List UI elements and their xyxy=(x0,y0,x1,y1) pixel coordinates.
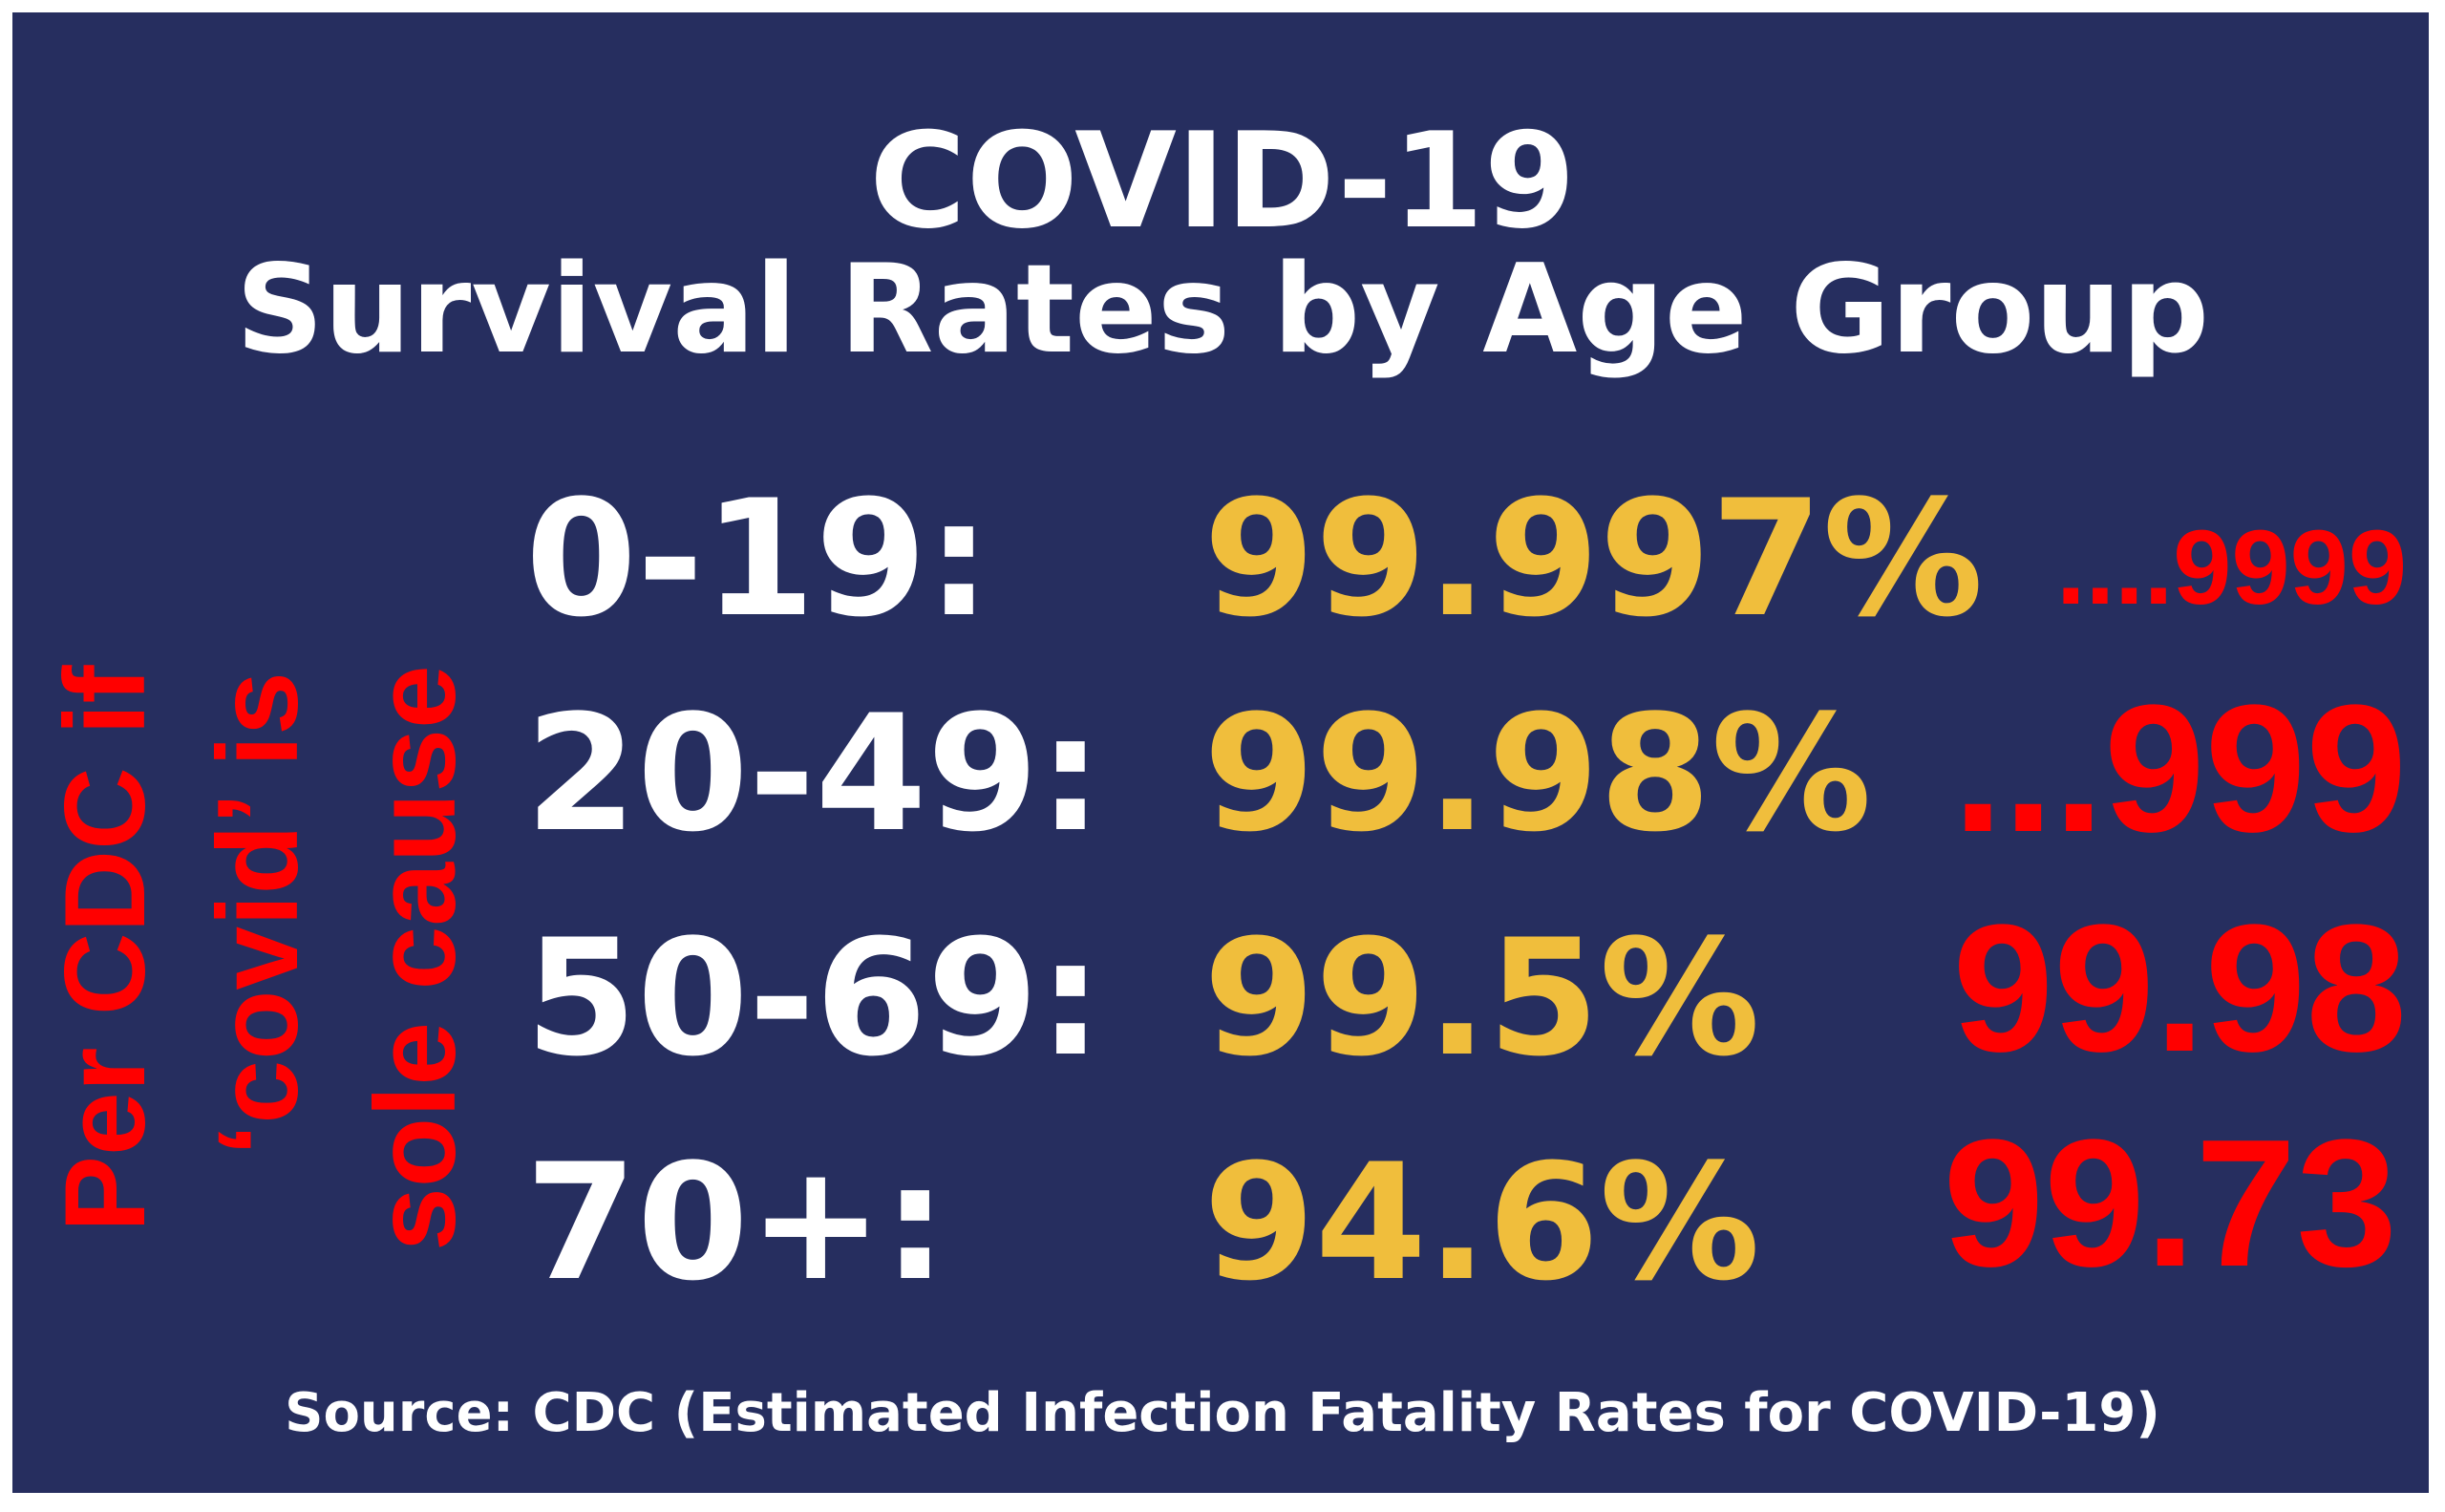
age-row-0-19: 0-19: 99.997% ....9999 xyxy=(0,463,2445,654)
source-caption: Source: CDC (Estimated Infection Fatalit… xyxy=(285,1382,2160,1444)
survival-rate-value: 99.98% xyxy=(1203,680,1872,867)
age-row-70-plus: 70+: 94.6% 99.73 xyxy=(0,1108,2445,1318)
annotation-value: ...999 xyxy=(1952,668,2407,870)
title-line-2: Survival Rates by Age Group xyxy=(235,239,2210,381)
side-annotation-line-2: ‘covid’ is xyxy=(194,671,322,1156)
age-group-label: 0-19: xyxy=(525,465,991,652)
annotation-value: ....9999 xyxy=(2056,509,2407,627)
age-group-label: 50-69: xyxy=(525,905,1103,1092)
age-row-20-49: 20-49: 99.98% ...999 xyxy=(0,673,2445,869)
annotation-value: 99.98 xyxy=(1952,887,2407,1090)
side-annotation-line-3: sole cause xyxy=(351,665,479,1251)
survival-rate-value: 99.997% xyxy=(1203,465,1984,652)
infographic-panel xyxy=(12,12,2429,1493)
age-group-label: 70+: xyxy=(525,1129,947,1316)
survival-rate-value: 99.5% xyxy=(1203,905,1760,1092)
title-line-1: COVID-19 xyxy=(869,104,1576,258)
side-annotation-line-1: Per CDC if xyxy=(41,665,169,1232)
survival-rate-value: 94.6% xyxy=(1203,1129,1760,1316)
age-group-label: 20-49: xyxy=(525,680,1103,867)
age-row-50-69: 50-69: 99.5% 99.98 xyxy=(0,893,2445,1094)
annotation-value: 99.73 xyxy=(1943,1102,2397,1305)
